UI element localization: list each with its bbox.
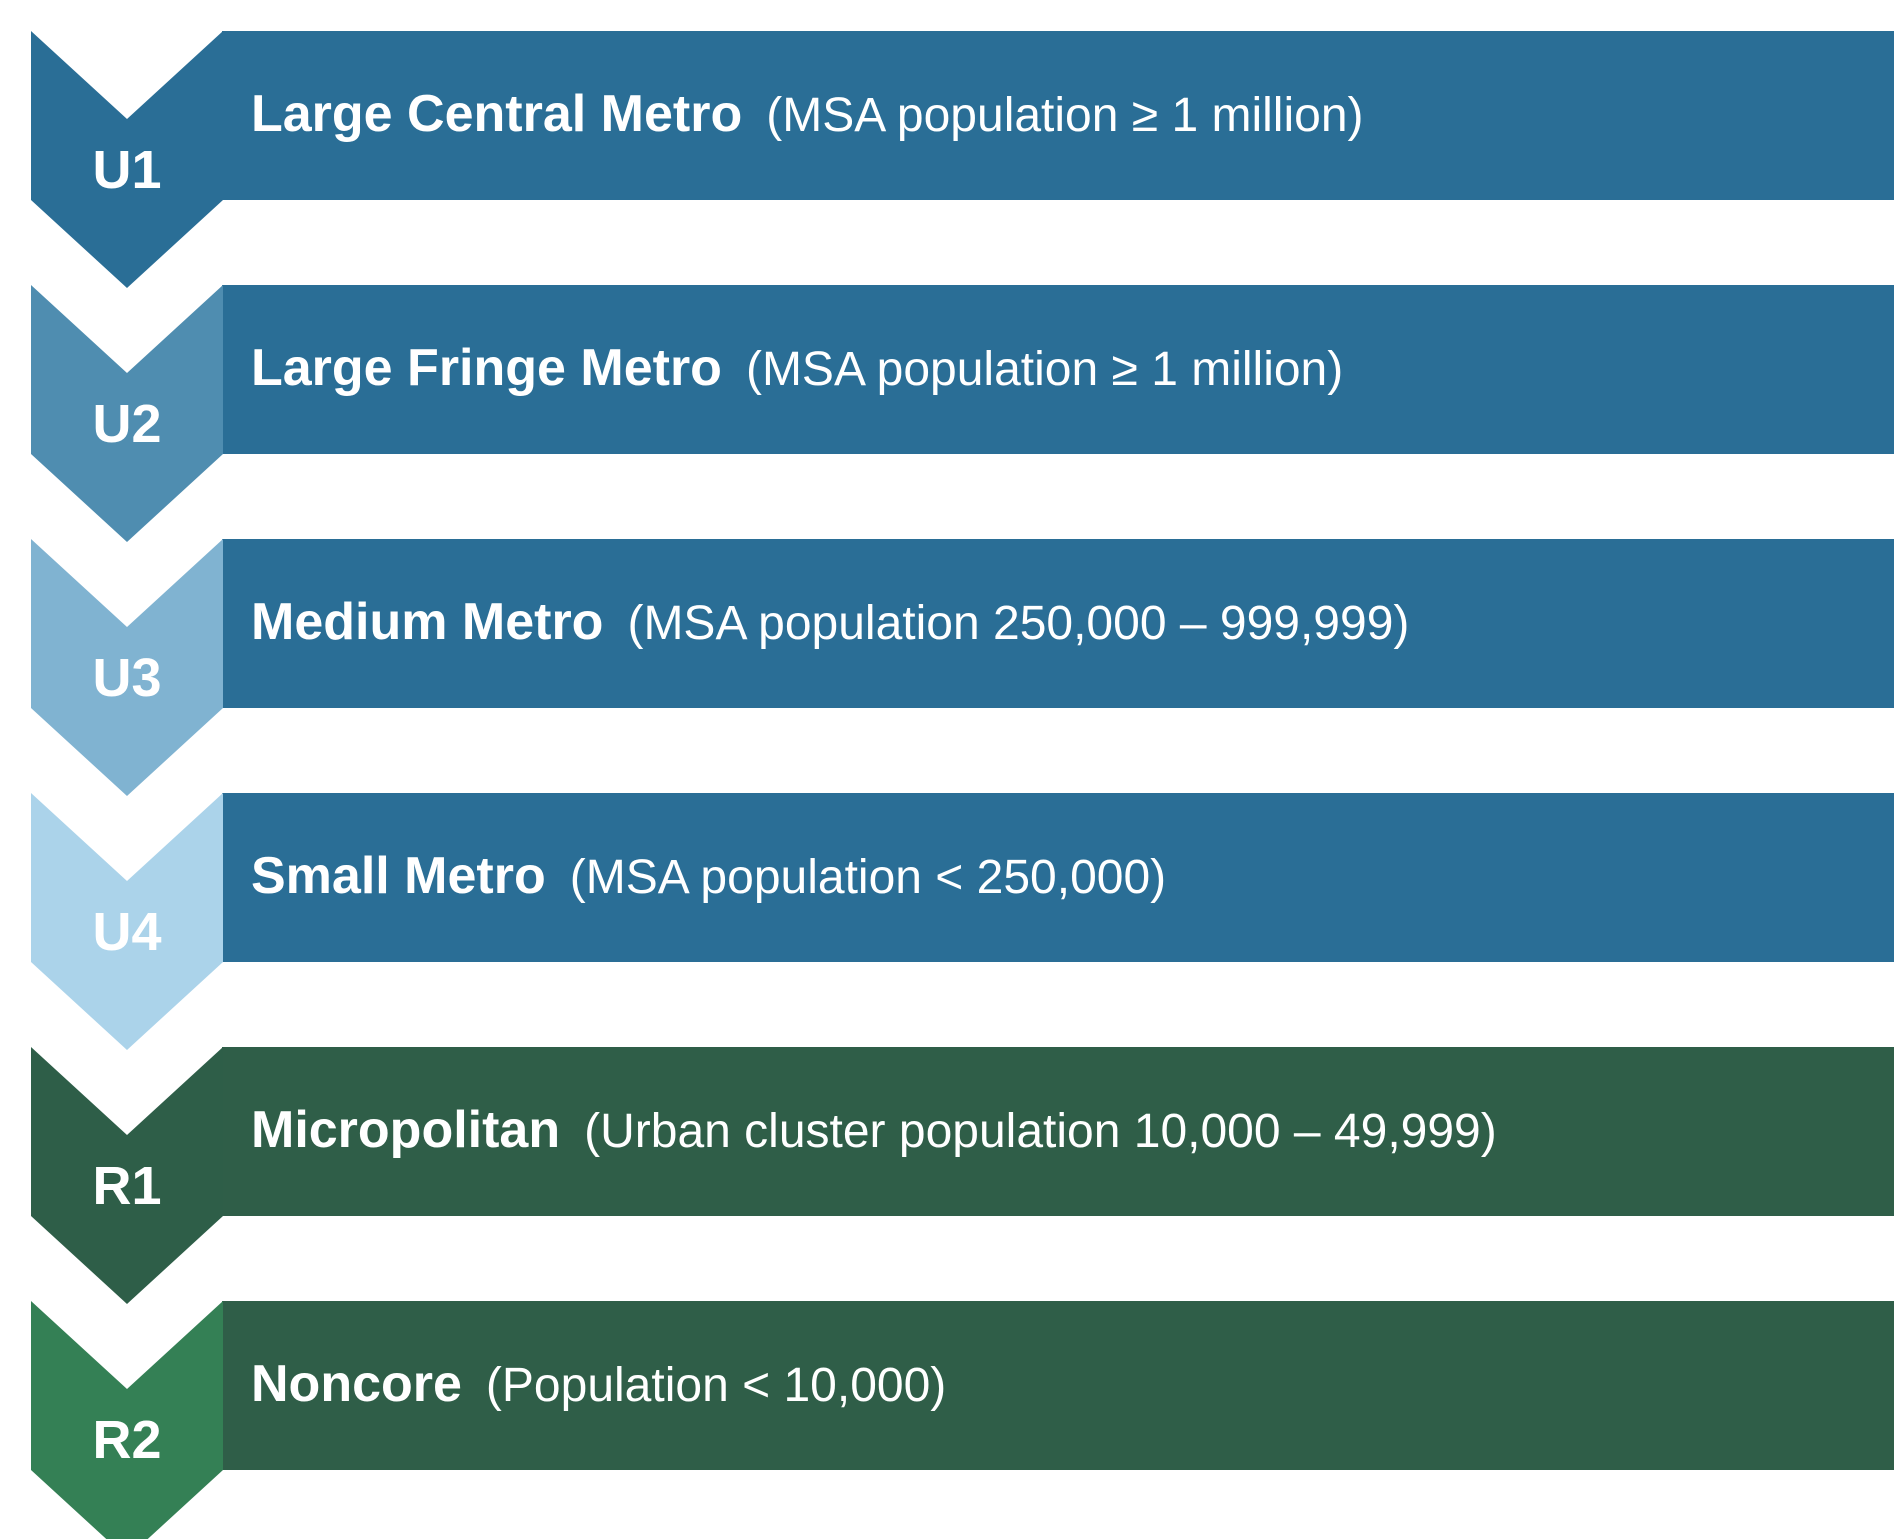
description: (Population < 10,000) (486, 1359, 946, 1412)
description: (MSA population 250,000 – 999,999) (627, 597, 1409, 650)
label: Large Fringe Metro (MSA population ≥ 1 mi… (251, 339, 1343, 397)
label: Large Central Metro (MSA population ≥ 1 m… (251, 85, 1364, 143)
bar (222, 1301, 1894, 1470)
row: U1 Large Central Metro (MSA population ≥ 1… (31, 31, 1894, 288)
row: R2 Noncore (Population < 10,000) (31, 1301, 1894, 1539)
name: Large Fringe Metro (251, 339, 722, 397)
label: Noncore (Population < 10,000) (251, 1355, 946, 1413)
name: Large Central Metro (251, 85, 742, 143)
code: U4 (92, 902, 161, 962)
chevron (31, 285, 223, 542)
label: Small Metro (MSA population < 250,000) (251, 847, 1166, 905)
chevron (31, 1301, 223, 1539)
code: U1 (92, 140, 161, 200)
code: U2 (92, 394, 161, 454)
name: Medium Metro (251, 593, 603, 651)
bar (222, 285, 1894, 454)
code: R2 (92, 1410, 161, 1470)
description: (MSA population ≥ 1 million) (766, 89, 1363, 142)
code: U3 (92, 648, 161, 708)
description: (MSA population ≥ 1 million) (746, 343, 1343, 396)
chevron (31, 539, 223, 796)
name: Small Metro (251, 847, 546, 905)
chevron (31, 1047, 223, 1304)
bar (222, 793, 1894, 962)
name: Noncore (251, 1355, 462, 1413)
row: R1 Micropolitan (Urban cluster population … (31, 1047, 1894, 1304)
label: Medium Metro (MSA population 250,000 – 99… (251, 593, 1409, 651)
name: Micropolitan (251, 1101, 560, 1159)
row: U2 Large Fringe Metro (MSA population ≥ 1 … (31, 285, 1894, 542)
chevron (31, 793, 223, 1050)
bar (222, 1047, 1894, 1216)
code: R1 (92, 1156, 161, 1216)
row: U3 Medium Metro (MSA population 250,000 – … (31, 539, 1894, 796)
label: Micropolitan (Urban cluster population 10… (251, 1101, 1497, 1159)
description: (Urban cluster population 10,000 – 49,99… (584, 1105, 1497, 1158)
chevron (31, 31, 223, 288)
row: U4 Small Metro (MSA population < 250,000) (31, 793, 1894, 1050)
bar (222, 31, 1894, 200)
description: (MSA population < 250,000) (570, 851, 1166, 904)
bar (222, 539, 1894, 708)
